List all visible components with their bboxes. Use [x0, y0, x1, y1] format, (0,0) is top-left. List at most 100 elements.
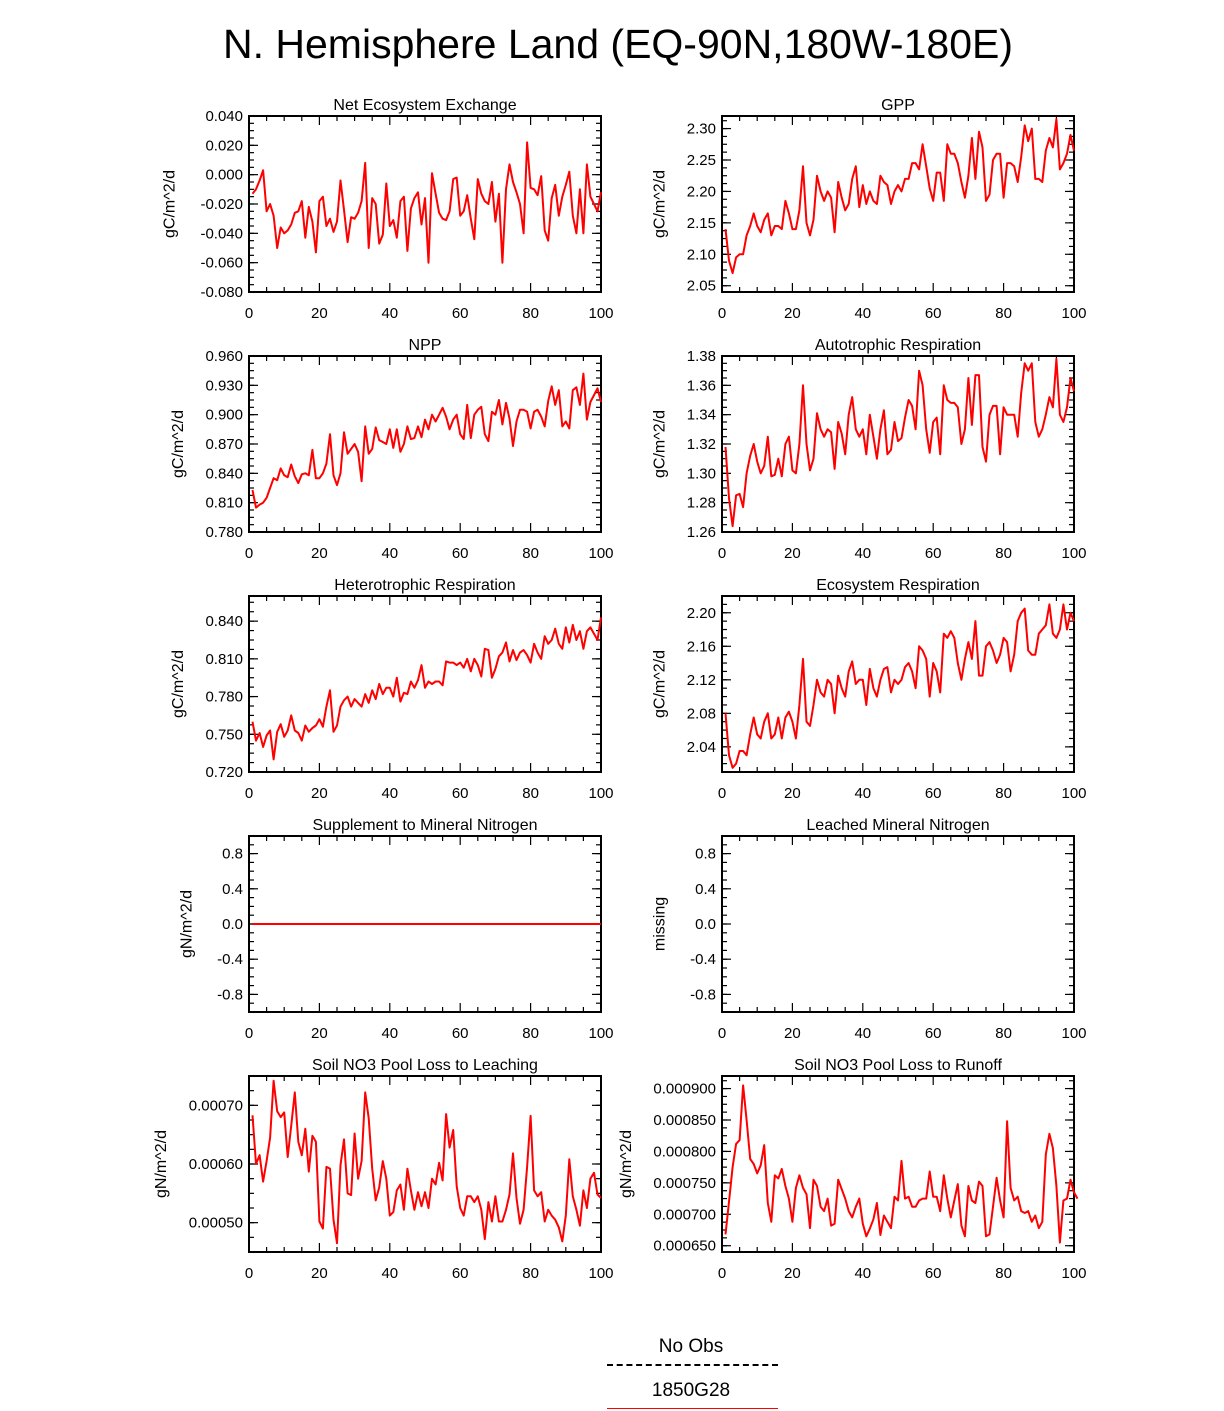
y-tick-label: 1.32 [687, 436, 716, 453]
panel-2: GPP 0 20 40 60 80 100 2.05 2.10 2.15 2.20 2.25 2.30 g… [651, 97, 1086, 322]
series-line [724, 357, 1075, 528]
y-tick-label: 2.10 [687, 246, 716, 263]
y-tick-label: 0.00060 [189, 1156, 243, 1173]
y-tick-label: 0.020 [205, 137, 243, 154]
y-axis-label: gN/m^2/d [153, 1130, 170, 1198]
y-axis-label: gC/m^2/d [651, 650, 668, 718]
y-tick-label: 0.00070 [189, 1097, 243, 1114]
y-axis-label: missing [651, 897, 668, 951]
x-tick-label: 80 [522, 785, 539, 802]
x-tick-label: 100 [1061, 1265, 1086, 1282]
series-line [724, 1084, 1079, 1244]
y-tick-label: 1.28 [687, 495, 716, 512]
plot-frame [248, 355, 602, 533]
x-tick-label: 60 [452, 1265, 469, 1282]
y-tick-label: 2.04 [687, 739, 716, 756]
x-tick-label: 80 [995, 305, 1012, 322]
series-line [724, 603, 1075, 769]
panel-title: Ecosystem Respiration [816, 577, 980, 594]
y-tick-label: 2.05 [687, 278, 716, 295]
plot-frame [721, 115, 1075, 293]
panel-title: Soil NO3 Pool Loss to Leaching [312, 1057, 538, 1074]
y-tick-label: 2.20 [687, 605, 716, 622]
plot-frame [248, 1075, 602, 1253]
legend-title: No Obs [658, 1336, 724, 1357]
x-tick-label: 40 [381, 1025, 398, 1042]
y-tick-label: 2.12 [687, 672, 716, 689]
x-tick-label: 60 [925, 1265, 942, 1282]
panel-title: Heterotrophic Respiration [334, 577, 515, 594]
panel-title: GPP [881, 97, 915, 114]
y-tick-label: 0.000 [205, 167, 243, 184]
panel-3: NPP 0 20 40 60 80 100 0.780 0.810 0.840 0.870 0.900… [170, 337, 614, 562]
x-tick-label: 0 [718, 1265, 726, 1282]
y-tick-label: 0.000750 [653, 1175, 716, 1192]
x-tick-label: 60 [452, 545, 469, 562]
y-tick-label: 0.4 [695, 881, 716, 898]
x-tick-label: 60 [925, 1025, 942, 1042]
panel-1: Net Ecosystem Exchange 0 20 40 60 80 100 -0.080… [162, 97, 614, 322]
x-tick-label: 40 [381, 545, 398, 562]
y-tick-label: -0.4 [217, 951, 243, 968]
y-axis-label: gN/m^2/d [618, 1130, 635, 1198]
series-line [251, 141, 602, 264]
series-line [724, 118, 1075, 275]
y-tick-label: 0.780 [205, 689, 243, 706]
plot-frame [721, 355, 1075, 533]
x-tick-label: 100 [588, 545, 613, 562]
y-tick-label: 0.960 [205, 348, 243, 365]
x-tick-label: 100 [1061, 1025, 1086, 1042]
y-tick-label: -0.060 [200, 255, 243, 272]
y-tick-label: 2.16 [687, 638, 716, 655]
x-tick-label: 100 [588, 785, 613, 802]
panel-8: Leached Mineral Nitrogen 0 20 40 60 80 100 -0.8… [651, 817, 1086, 1042]
x-tick-label: 40 [381, 1265, 398, 1282]
y-tick-label: 0.4 [222, 881, 243, 898]
x-tick-label: 0 [245, 305, 253, 322]
x-tick-label: 40 [381, 785, 398, 802]
y-tick-label: 1.26 [687, 524, 716, 541]
y-tick-label: 0.870 [205, 436, 243, 453]
y-tick-label: 0.000900 [653, 1081, 716, 1098]
y-tick-label: 0.040 [205, 108, 243, 125]
x-tick-label: 80 [522, 545, 539, 562]
x-tick-label: 80 [995, 545, 1012, 562]
y-axis-label: gC/m^2/d [170, 410, 187, 478]
x-tick-label: 100 [1061, 785, 1086, 802]
y-axis-label: gN/m^2/d [178, 890, 195, 958]
y-axis-label: gC/m^2/d [651, 410, 668, 478]
y-tick-label: -0.8 [217, 986, 243, 1003]
x-tick-label: 20 [311, 1265, 328, 1282]
x-tick-label: 100 [1061, 545, 1086, 562]
y-tick-label: 0.780 [205, 524, 243, 541]
series-line [251, 1079, 602, 1245]
panel-title: Autotrophic Respiration [815, 337, 981, 354]
x-tick-label: 80 [522, 1265, 539, 1282]
y-tick-label: 0.840 [205, 613, 243, 630]
x-tick-label: 60 [925, 545, 942, 562]
x-tick-label: 100 [588, 1265, 613, 1282]
y-tick-label: 0.900 [205, 407, 243, 424]
y-tick-label: 0.00050 [189, 1215, 243, 1232]
series-line [251, 617, 602, 761]
y-tick-label: 2.15 [687, 215, 716, 232]
y-tick-label: 0.000800 [653, 1143, 716, 1160]
y-tick-label: 1.38 [687, 348, 716, 365]
y-axis-label: gC/m^2/d [170, 650, 187, 718]
x-tick-label: 20 [784, 305, 801, 322]
panel-title: Leached Mineral Nitrogen [806, 817, 989, 834]
y-tick-label: 0.930 [205, 377, 243, 394]
y-tick-label: 1.34 [687, 407, 716, 424]
x-tick-label: 60 [452, 305, 469, 322]
panel-7: Supplement to Mineral Nitrogen 0 20 40 60 80 1… [178, 817, 613, 1042]
legend-obs-swatch [607, 1364, 778, 1366]
x-tick-label: 60 [925, 305, 942, 322]
x-tick-label: 100 [588, 305, 613, 322]
x-tick-label: 20 [784, 1265, 801, 1282]
series-line [251, 372, 602, 509]
y-tick-label: 0.8 [695, 846, 716, 863]
y-tick-label: 0.750 [205, 726, 243, 743]
x-tick-label: 40 [854, 545, 871, 562]
y-tick-label: 1.36 [687, 377, 716, 394]
x-tick-label: 20 [311, 305, 328, 322]
